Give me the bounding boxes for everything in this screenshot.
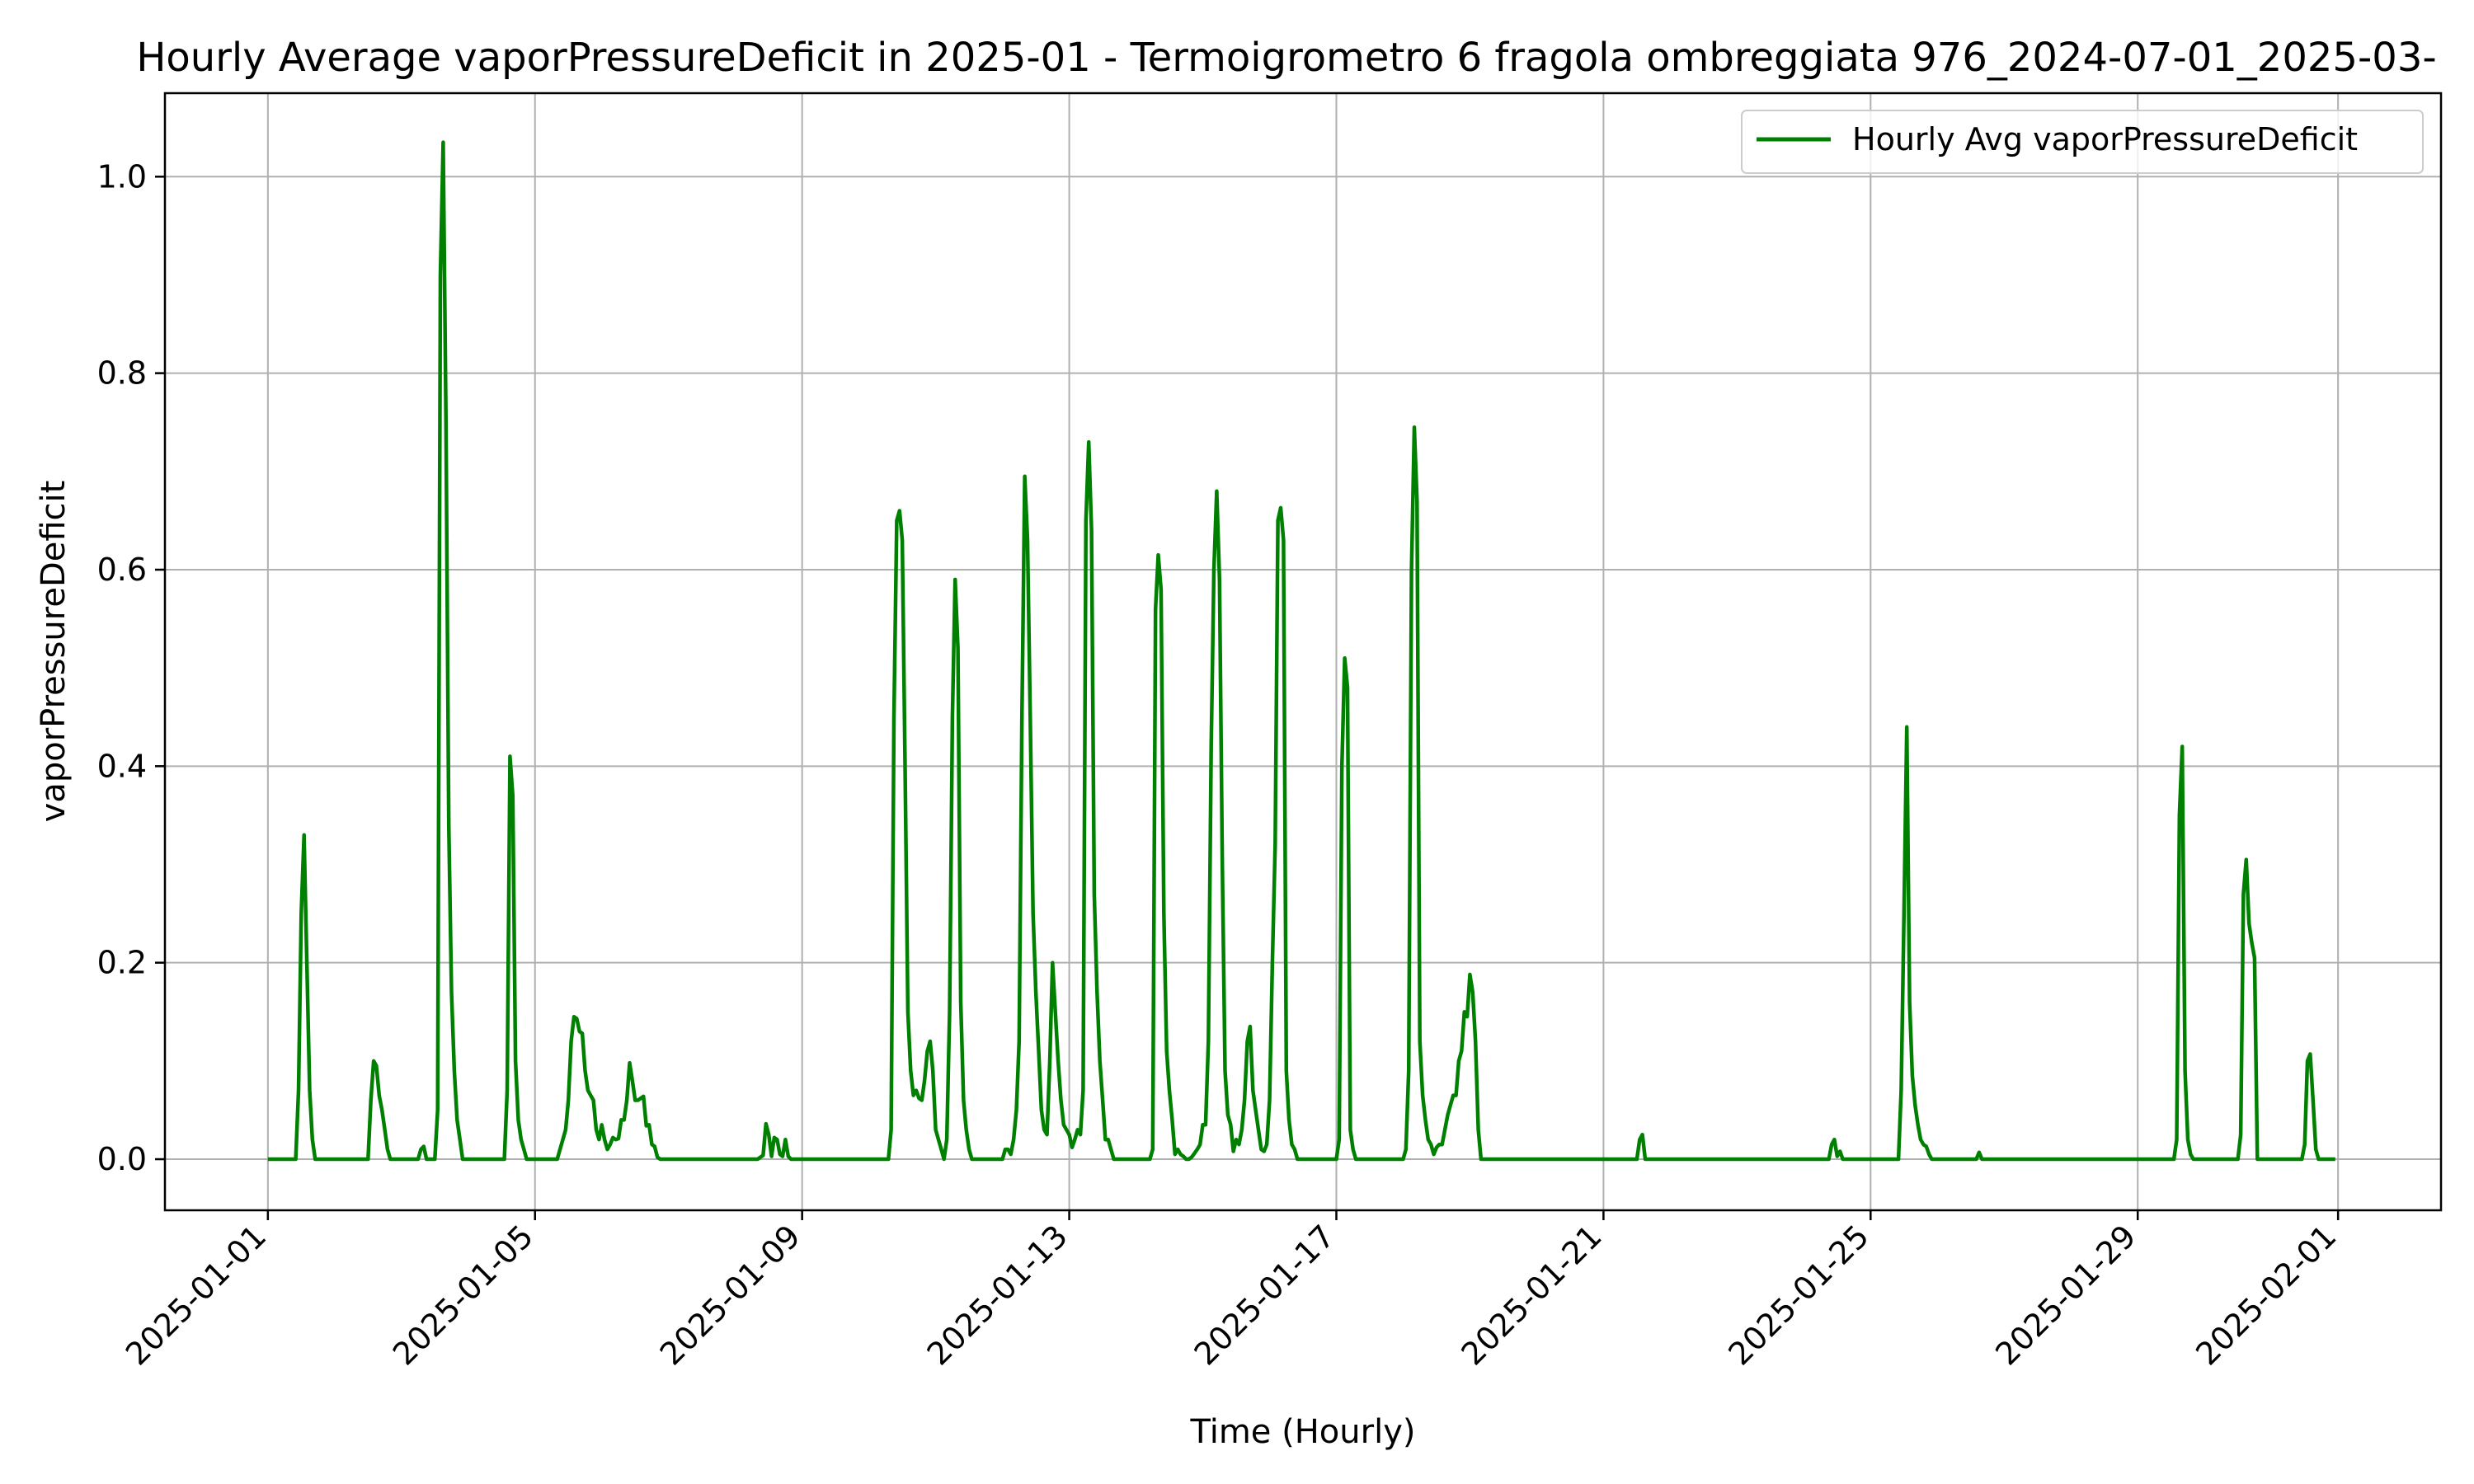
y-tick-label: 1.0 (97, 158, 147, 195)
y-tick-label: 0.2 (97, 945, 147, 981)
legend: Hourly Avg vaporPressureDeficit (1741, 110, 2424, 174)
grid (165, 93, 2441, 1210)
plot-area (267, 140, 2335, 1162)
y-tick-label: 0.6 (97, 552, 147, 588)
y-tick-label: 0.8 (97, 355, 147, 392)
plot-frame (163, 92, 2443, 1212)
legend-label: Hourly Avg vaporPressureDeficit (1852, 121, 2358, 157)
y-tick-label: 0.0 (97, 1141, 147, 1177)
legend-frame (1741, 110, 2424, 174)
x-axis-label: Time (Hourly) (1190, 1413, 1416, 1451)
y-axis-label: vaporPressureDeficit (35, 481, 73, 823)
series-line (267, 140, 2335, 1162)
chart-title: Hourly Average vaporPressureDeficit in 2… (136, 35, 2436, 81)
y-tick-label: 0.4 (97, 748, 147, 784)
